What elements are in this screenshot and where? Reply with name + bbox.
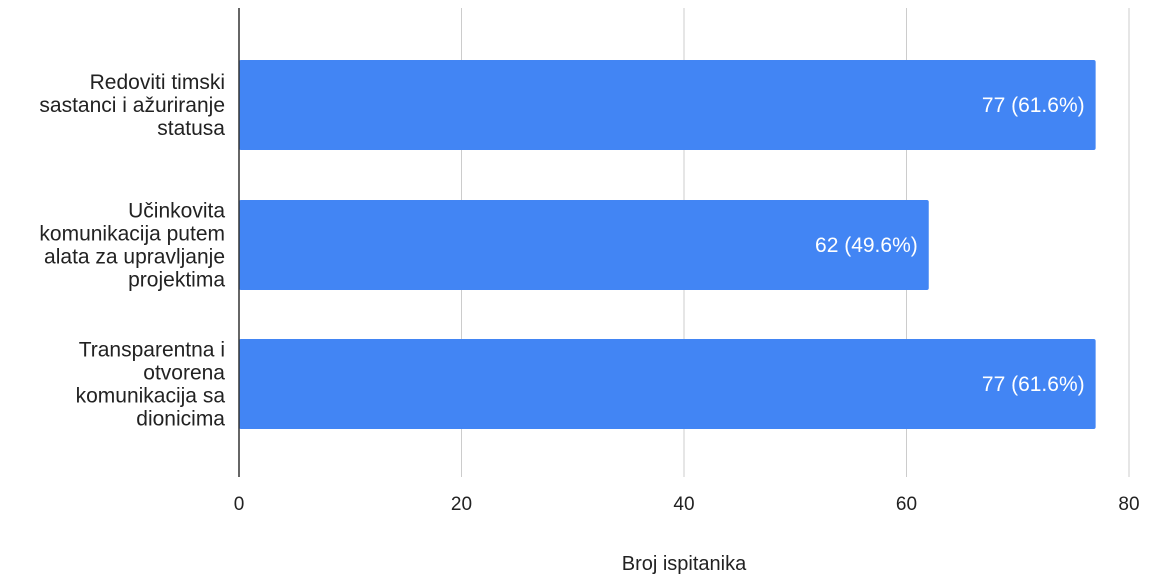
bar-1 — [239, 60, 1096, 150]
x-tick-label-20: 20 — [451, 494, 472, 515]
labels: 0 20 40 60 80 77 (61.6%) Redoviti timski sastan… — [39, 71, 1139, 515]
data-label-1: 77 (61.6%) — [982, 94, 1085, 117]
category-label-line: Učinkovita — [128, 200, 225, 223]
x-tick-label-60: 60 — [896, 494, 917, 515]
bars — [239, 60, 1096, 429]
category-label-line: statusa — [157, 117, 225, 140]
x-tick-label-40: 40 — [673, 494, 694, 515]
category-label-line: komunikacija putem — [39, 223, 225, 246]
data-label-2: 62 (49.6%) — [815, 234, 918, 257]
category-label-3: Transparentna i otvorena komunikacija sa di… — [76, 339, 226, 431]
category-label-line: Transparentna i — [79, 339, 225, 362]
category-label-line: otvorena — [143, 362, 225, 385]
category-label-line: dionicima — [136, 408, 225, 431]
category-label-1: Redoviti timski sastanci i ažuriranje stat… — [39, 71, 225, 140]
category-label-line: alata za upravljanje — [44, 246, 225, 269]
category-label-line: sastanci i ažuriranje — [39, 94, 225, 117]
bar-2 — [239, 200, 929, 290]
x-tick-label-0: 0 — [234, 494, 245, 515]
x-axis-title: Broj ispitanika — [622, 553, 747, 575]
data-label-3: 77 (61.6%) — [982, 373, 1085, 396]
category-label-line: Redoviti timski — [90, 71, 225, 94]
x-tick-label-80: 80 — [1118, 494, 1139, 515]
category-label-line: komunikacija sa — [76, 385, 226, 408]
category-label-2: Učinkovita komunikacija putem alata za upr… — [39, 200, 225, 292]
bar-3 — [239, 339, 1096, 429]
category-label-line: projektima — [128, 269, 225, 292]
